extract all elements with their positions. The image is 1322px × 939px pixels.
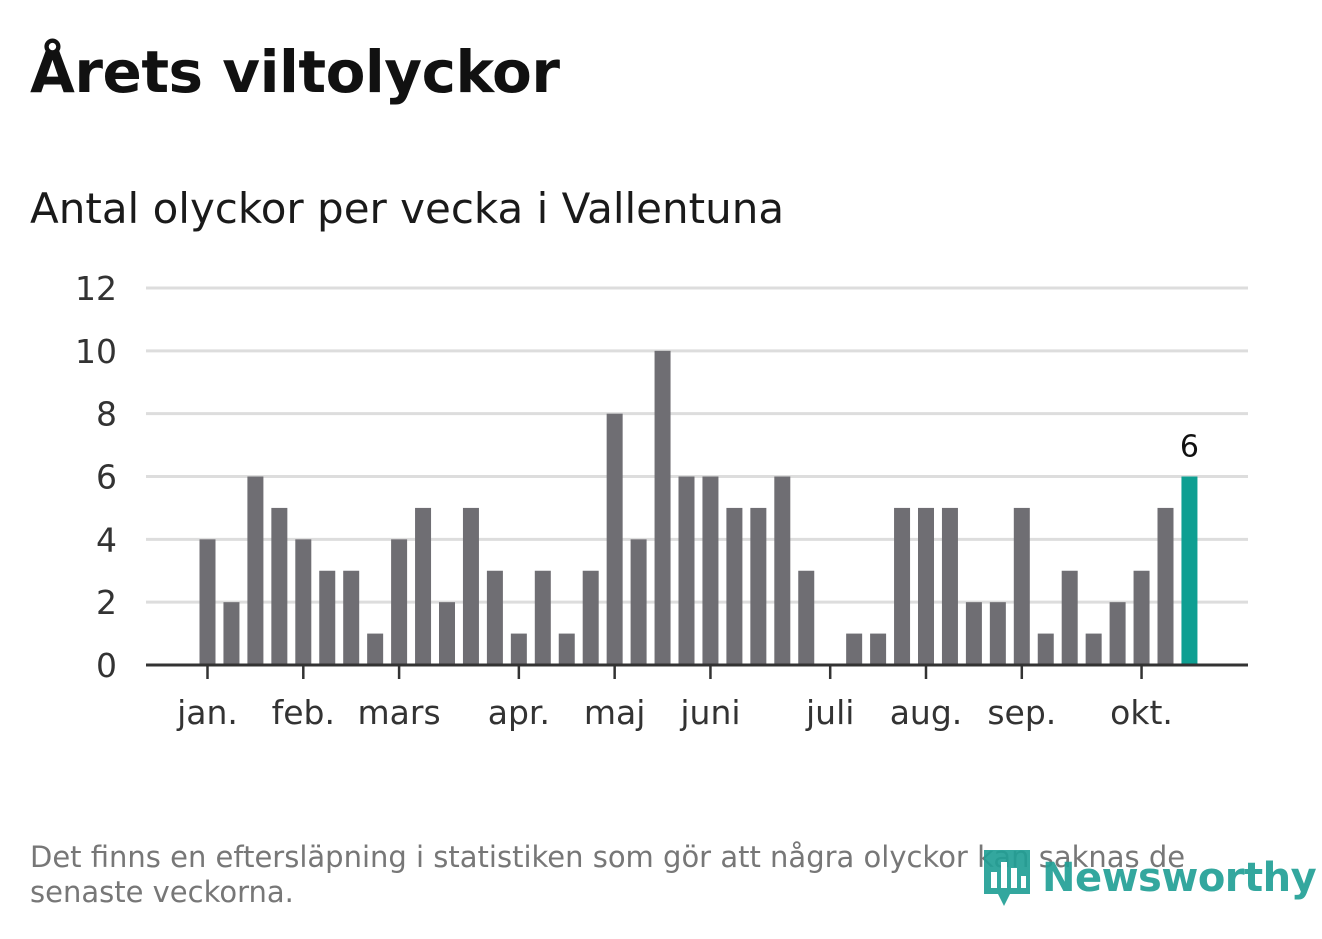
highlight-value-label: 6 xyxy=(1180,430,1199,465)
bar xyxy=(654,350,671,665)
bar xyxy=(1061,570,1078,665)
bar xyxy=(199,539,216,665)
bar xyxy=(319,570,336,665)
x-tick-label: sep. xyxy=(987,693,1056,732)
bar xyxy=(1013,507,1030,665)
bar-value-labels: 6 xyxy=(1180,430,1199,465)
x-tick-label: juli xyxy=(805,693,854,732)
bar xyxy=(367,633,384,665)
x-tick-label: aug. xyxy=(890,693,963,732)
bar xyxy=(989,602,1006,665)
bar xyxy=(534,570,551,665)
x-tick-label: feb. xyxy=(272,693,335,732)
bar xyxy=(846,633,863,665)
y-tick-label: 4 xyxy=(96,520,117,559)
newsworthy-logo: Newsworthy xyxy=(980,846,1317,910)
bar xyxy=(1133,570,1150,665)
bar xyxy=(295,539,312,665)
bar xyxy=(726,507,743,665)
bar xyxy=(702,476,719,665)
bar xyxy=(774,476,791,665)
bar xyxy=(510,633,527,665)
logo-text: Newsworthy xyxy=(1042,855,1317,901)
bar xyxy=(750,507,767,665)
bars xyxy=(199,350,1198,665)
y-tick-labels: 0 2 4 6 8 10 12 xyxy=(75,269,117,685)
bar xyxy=(415,507,432,665)
bar xyxy=(439,602,455,665)
newsworthy-logo-icon xyxy=(984,850,1030,906)
bar xyxy=(1157,507,1174,665)
y-tick-label: 2 xyxy=(96,583,117,622)
x-tick-label: okt. xyxy=(1110,693,1173,732)
bar xyxy=(247,476,264,665)
bar xyxy=(798,570,815,665)
bar xyxy=(486,570,503,665)
bar xyxy=(678,476,695,665)
x-axis: jan. feb. mars apr. maj juni juli aug. sep. okt. xyxy=(146,663,1248,732)
y-tick-label: 8 xyxy=(96,395,117,434)
bar xyxy=(1181,476,1198,665)
x-tick-label: juni xyxy=(679,693,740,732)
bar xyxy=(630,539,647,665)
chart-title: Årets viltolyckor xyxy=(30,38,560,106)
bar xyxy=(223,602,240,665)
x-tick-label: mars xyxy=(358,693,441,732)
bar xyxy=(391,539,408,665)
bar xyxy=(894,507,911,665)
bar xyxy=(462,507,479,665)
bar xyxy=(1085,633,1102,665)
bar xyxy=(870,633,887,665)
bar xyxy=(918,507,934,665)
bar xyxy=(558,633,575,665)
x-tick-label: apr. xyxy=(488,693,550,732)
bar xyxy=(343,570,360,665)
bar xyxy=(941,507,958,665)
bar xyxy=(606,413,623,665)
bar-chart: 0 2 4 6 8 10 12 jan. feb. mars apr. maj juni juli aug… xyxy=(75,269,1248,732)
y-tick-label: 6 xyxy=(96,458,117,497)
y-tick-label: 0 xyxy=(96,646,117,685)
y-tick-label: 12 xyxy=(75,269,117,308)
x-tick-label: jan. xyxy=(176,693,238,732)
chart-subtitle: Antal olyckor per vecka i Vallentuna xyxy=(30,184,785,233)
bar xyxy=(1109,602,1126,665)
bar xyxy=(965,602,982,665)
bar xyxy=(1037,633,1054,665)
y-tick-label: 10 xyxy=(75,332,117,371)
bar xyxy=(582,570,599,665)
bar xyxy=(271,507,288,665)
x-tick-label: maj xyxy=(584,693,646,732)
